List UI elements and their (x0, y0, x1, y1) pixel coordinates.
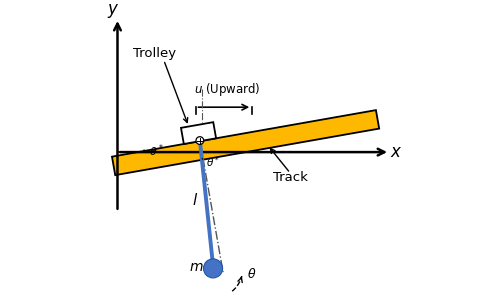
Circle shape (204, 259, 223, 278)
Text: $\theta$: $\theta$ (247, 267, 256, 281)
Circle shape (196, 137, 203, 144)
Text: $\theta^*$: $\theta^*$ (148, 142, 164, 159)
Text: $y$: $y$ (107, 2, 119, 20)
Text: $\theta^*$: $\theta^*$ (206, 155, 220, 169)
Text: Track: Track (273, 171, 308, 184)
Text: $l$: $l$ (192, 192, 198, 208)
Polygon shape (181, 122, 216, 144)
Text: $x$: $x$ (390, 143, 402, 161)
Text: Trolley: Trolley (133, 47, 176, 60)
Text: $m$: $m$ (190, 260, 204, 274)
Polygon shape (112, 110, 379, 175)
Text: $u$ (Upward): $u$ (Upward) (194, 81, 260, 98)
